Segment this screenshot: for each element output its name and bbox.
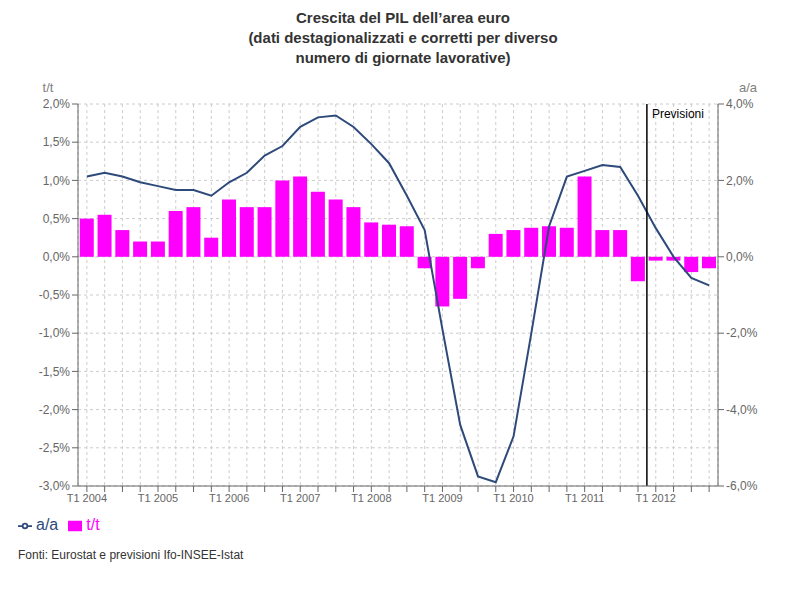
svg-text:2,0%: 2,0% (43, 97, 71, 111)
svg-text:0,0%: 0,0% (726, 250, 754, 264)
svg-text:-6,0%: -6,0% (726, 479, 758, 493)
html-text:t/t: t/t (86, 516, 100, 533)
svg-text:1,5%: 1,5% (43, 135, 71, 149)
svg-text:T1 2009: T1 2009 (422, 492, 462, 504)
svg-text:2,0%: 2,0% (726, 174, 754, 188)
svg-text:0,0%: 0,0% (43, 250, 71, 264)
svg-text:-1,5%: -1,5% (39, 365, 71, 379)
html-text:Crescita del PIL dell’area eur: Crescita del PIL dell’area euro (dati de… (248, 9, 558, 66)
svg-text:-3,0%: -3,0% (39, 479, 71, 493)
svg-text:-0,5%: -0,5% (39, 288, 71, 302)
svg-text:-2,0%: -2,0% (39, 403, 71, 417)
svg-text:T1 2011: T1 2011 (565, 492, 605, 504)
svg-text:4,0%: 4,0% (726, 97, 754, 111)
svg-text:T1 2010: T1 2010 (493, 492, 533, 504)
svg-text:T1 2005: T1 2005 (138, 492, 178, 504)
svg-text:T1 2004: T1 2004 (67, 492, 107, 504)
svg-text:-1,0%: -1,0% (39, 326, 71, 340)
svg-text:a/a: a/a (739, 80, 758, 95)
svg-text:T1 2006: T1 2006 (209, 492, 249, 504)
html-text:a/a: a/a (36, 516, 59, 533)
svg-text:T1 2007: T1 2007 (280, 492, 320, 504)
html-text:Fonti: Eurostat e previsioni I: Fonti: Eurostat e previsioni Ifo-INSEE-I… (18, 548, 244, 562)
svg-text:T1 2012: T1 2012 (636, 492, 676, 504)
svg-text:0,5%: 0,5% (43, 212, 71, 226)
svg-text:-4,0%: -4,0% (726, 403, 758, 417)
svg-text:T1 2008: T1 2008 (351, 492, 391, 504)
svg-text:-2,5%: -2,5% (39, 441, 71, 455)
svg-text:Previsioni: Previsioni (652, 107, 704, 121)
svg-text:t/t: t/t (43, 80, 54, 95)
svg-text:1,0%: 1,0% (43, 174, 71, 188)
svg-text:-2,0%: -2,0% (726, 326, 758, 340)
